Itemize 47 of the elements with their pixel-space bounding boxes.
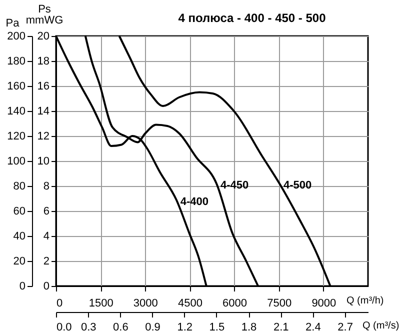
y2-tick-label: 14: [37, 106, 50, 118]
series-label: 4-400: [180, 196, 208, 208]
y-tick-label: 120: [7, 130, 26, 142]
x2-tick-label: 2.7: [338, 322, 353, 334]
x-tick-label: 9000: [312, 298, 336, 310]
series-label: 4-450: [220, 180, 249, 192]
y-tick-label: 160: [7, 80, 26, 92]
x2-axis-title: Q (m³/s): [362, 320, 400, 332]
y2-tick-label: 10: [37, 156, 50, 168]
y-tick-label: 140: [7, 106, 26, 118]
x2-tick-label: 0.3: [80, 322, 96, 334]
y-tick-label: 60: [13, 206, 26, 218]
y2-axis-title: Ps mmWG: [26, 4, 64, 26]
x2-tick-label: 0.9: [145, 322, 160, 334]
y2-tick-label: 0: [43, 280, 50, 292]
y-tick-label: 0: [19, 280, 26, 292]
y2-tick-label: 2: [43, 256, 50, 268]
x2-tick-label: 1.5: [209, 322, 225, 334]
x2-tick-label: 1.2: [177, 322, 192, 334]
x-tick-label: 3000: [133, 298, 158, 310]
x-tick-label: 4500: [178, 298, 202, 310]
x-tick-label: 0: [56, 298, 63, 310]
y-tick-label: 100: [7, 156, 26, 168]
x-axis-title: Q (m³/h): [346, 296, 384, 306]
x2-tick-label: 2.1: [273, 322, 289, 334]
y2-tick-label: 18: [37, 56, 50, 68]
x-tick-label: 1500: [88, 298, 114, 310]
x-tick-label: 7500: [267, 298, 292, 310]
x2-tick-label: 1.8: [241, 322, 257, 334]
y2-tick-label: 8: [43, 180, 50, 192]
y-tick-label: 180: [7, 56, 26, 68]
series-label: 4-500: [283, 180, 312, 192]
y2-tick-label: 6: [43, 206, 50, 218]
x2-tick-label: 0.0: [56, 322, 72, 334]
chart-title: 4 полюса - 400 - 450 - 500: [178, 11, 326, 25]
y2-tick-label: 12: [37, 130, 50, 142]
y2-tick-label: 4: [43, 230, 50, 242]
y-tick-label: 20: [13, 256, 26, 268]
y-tick-label: 40: [13, 230, 26, 242]
y-axis-title: Pa: [6, 18, 20, 30]
y2-tick-label: 16: [37, 80, 50, 92]
y-tick-label: 200: [7, 30, 26, 42]
x2-tick-label: 0.6: [113, 322, 128, 334]
y-tick-label: 80: [13, 180, 26, 192]
x-tick-label: 6000: [222, 298, 248, 310]
x2-tick-label: 2.4: [306, 322, 321, 334]
y2-tick-label: 20: [37, 30, 50, 42]
